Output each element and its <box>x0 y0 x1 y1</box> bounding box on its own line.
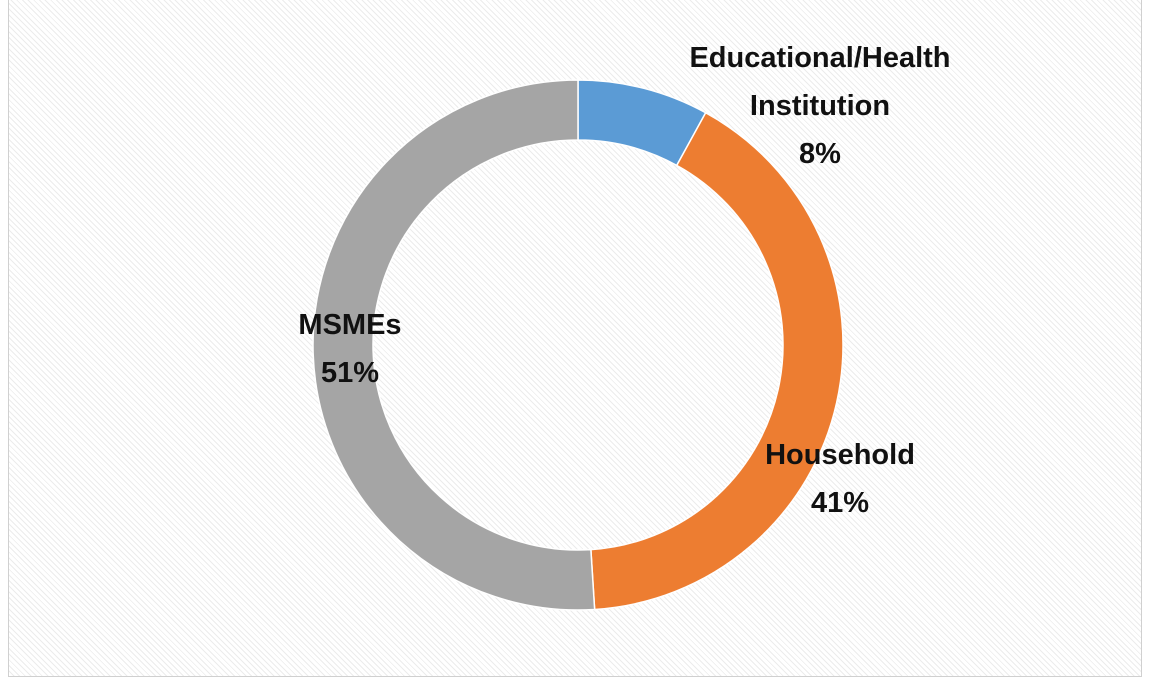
value-label: 41% <box>810 487 870 519</box>
value-label: 8% <box>799 138 841 170</box>
donut-slice <box>590 111 844 611</box>
category-label: Household <box>765 439 915 471</box>
data-label: MSMEs 51% <box>270 301 430 397</box>
data-label: Educational/Health Institution 8% <box>640 34 1000 178</box>
value-label: 51% <box>320 357 380 389</box>
category-label: Educational/Health Institution <box>689 42 951 122</box>
donut-slice <box>312 79 596 611</box>
data-label: Household 41% <box>720 431 960 527</box>
category-label: MSMEs <box>298 309 402 341</box>
